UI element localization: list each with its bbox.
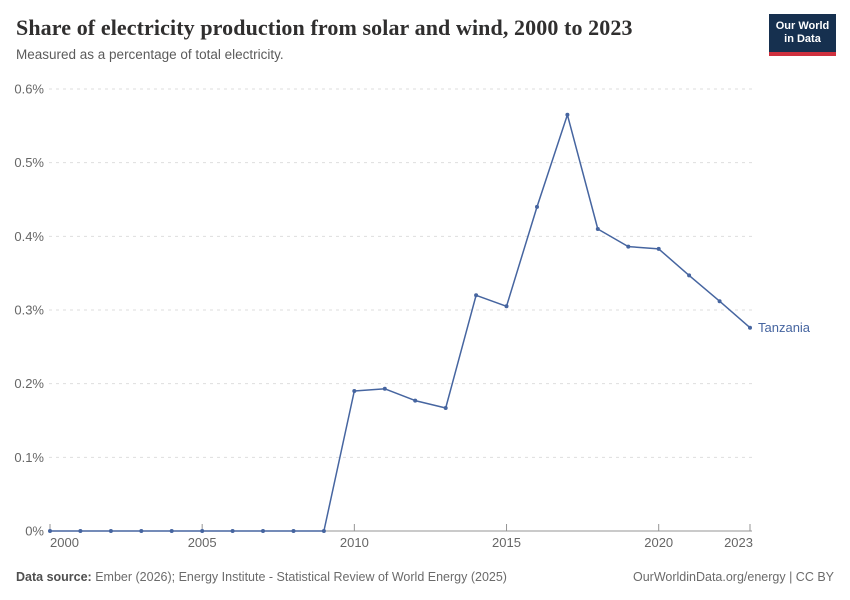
x-tick-label: 2005 <box>188 535 217 550</box>
y-tick-label: 0.1% <box>14 450 44 465</box>
y-axis-labels: 0% 0.1% 0.2% 0.3% 0.4% 0.5% 0.6% <box>14 82 44 539</box>
data-point[interactable] <box>565 112 570 117</box>
data-point[interactable] <box>717 299 722 304</box>
y-tick-label: 0.5% <box>14 155 44 170</box>
data-point[interactable] <box>321 529 326 533</box>
data-source-label: Data source: <box>16 570 92 584</box>
data-point[interactable] <box>230 529 235 533</box>
data-point[interactable] <box>656 246 661 251</box>
x-tick-label: 2015 <box>492 535 521 550</box>
entity-label[interactable]: Tanzania <box>758 320 811 335</box>
data-point[interactable] <box>413 398 418 403</box>
chart-footer: Data source: Ember (2026); Energy Instit… <box>16 570 834 584</box>
y-gridlines <box>49 88 752 532</box>
data-point[interactable] <box>352 389 357 393</box>
data-point[interactable] <box>748 325 752 330</box>
series-line[interactable] <box>50 114 751 532</box>
data-source-note: Data source: Ember (2026); Energy Instit… <box>16 570 507 584</box>
data-point[interactable] <box>108 529 113 533</box>
data-point[interactable] <box>169 529 174 533</box>
x-tick-label: 2010 <box>340 535 369 550</box>
data-point[interactable] <box>474 293 479 298</box>
y-tick-label: 0.2% <box>14 376 44 391</box>
data-point[interactable] <box>382 386 387 391</box>
x-tick-label: 2000 <box>50 535 79 550</box>
series-end-label[interactable]: Tanzania <box>758 320 811 335</box>
data-source-text: Ember (2026); Energy Institute - Statist… <box>91 570 507 584</box>
x-axis: 2000 2005 2010 2015 2020 2023 <box>49 524 753 550</box>
y-tick-label: 0.4% <box>14 229 44 244</box>
data-point[interactable] <box>535 204 539 209</box>
data-point[interactable] <box>78 529 83 533</box>
data-point[interactable] <box>687 273 692 278</box>
data-point[interactable] <box>626 244 631 249</box>
page-title: Share of electricity production from sol… <box>16 15 633 40</box>
y-tick-label: 0% <box>25 524 44 539</box>
data-point[interactable] <box>443 406 448 410</box>
owid-logo-line2: in Data <box>784 33 821 45</box>
y-tick-label: 0.3% <box>14 303 44 318</box>
data-point[interactable] <box>291 529 296 533</box>
x-tick-label: 2023 <box>724 535 753 550</box>
data-point[interactable] <box>261 529 265 533</box>
license-note[interactable]: OurWorldinData.org/energy | CC BY <box>632 570 834 584</box>
owid-logo[interactable]: Our World in Data <box>769 14 836 56</box>
data-point[interactable] <box>139 529 144 533</box>
data-point[interactable] <box>200 529 205 533</box>
x-tick-label: 2020 <box>644 535 673 550</box>
data-point[interactable] <box>595 227 600 231</box>
y-tick-label: 0.6% <box>14 82 44 97</box>
data-point[interactable] <box>504 304 509 309</box>
data-series[interactable] <box>48 112 752 533</box>
owid-logo-line1: Our World <box>775 20 830 32</box>
data-point[interactable] <box>48 529 52 533</box>
chart-subtitle: Measured as a percentage of total electr… <box>16 47 284 62</box>
